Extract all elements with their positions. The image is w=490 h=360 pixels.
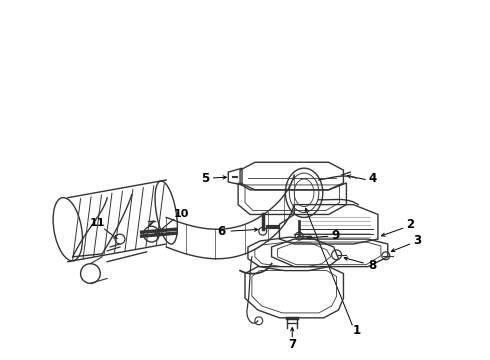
Text: 4: 4 (369, 171, 377, 185)
Text: 10: 10 (173, 210, 189, 220)
Text: 8: 8 (368, 259, 376, 272)
Text: 1: 1 (352, 324, 360, 337)
Text: 2: 2 (406, 218, 415, 231)
Text: 11: 11 (90, 218, 105, 228)
Text: 3: 3 (413, 234, 421, 247)
Text: 6: 6 (217, 225, 225, 238)
Text: 9: 9 (331, 229, 340, 242)
Text: 5: 5 (201, 171, 210, 185)
Text: 7: 7 (288, 338, 296, 351)
